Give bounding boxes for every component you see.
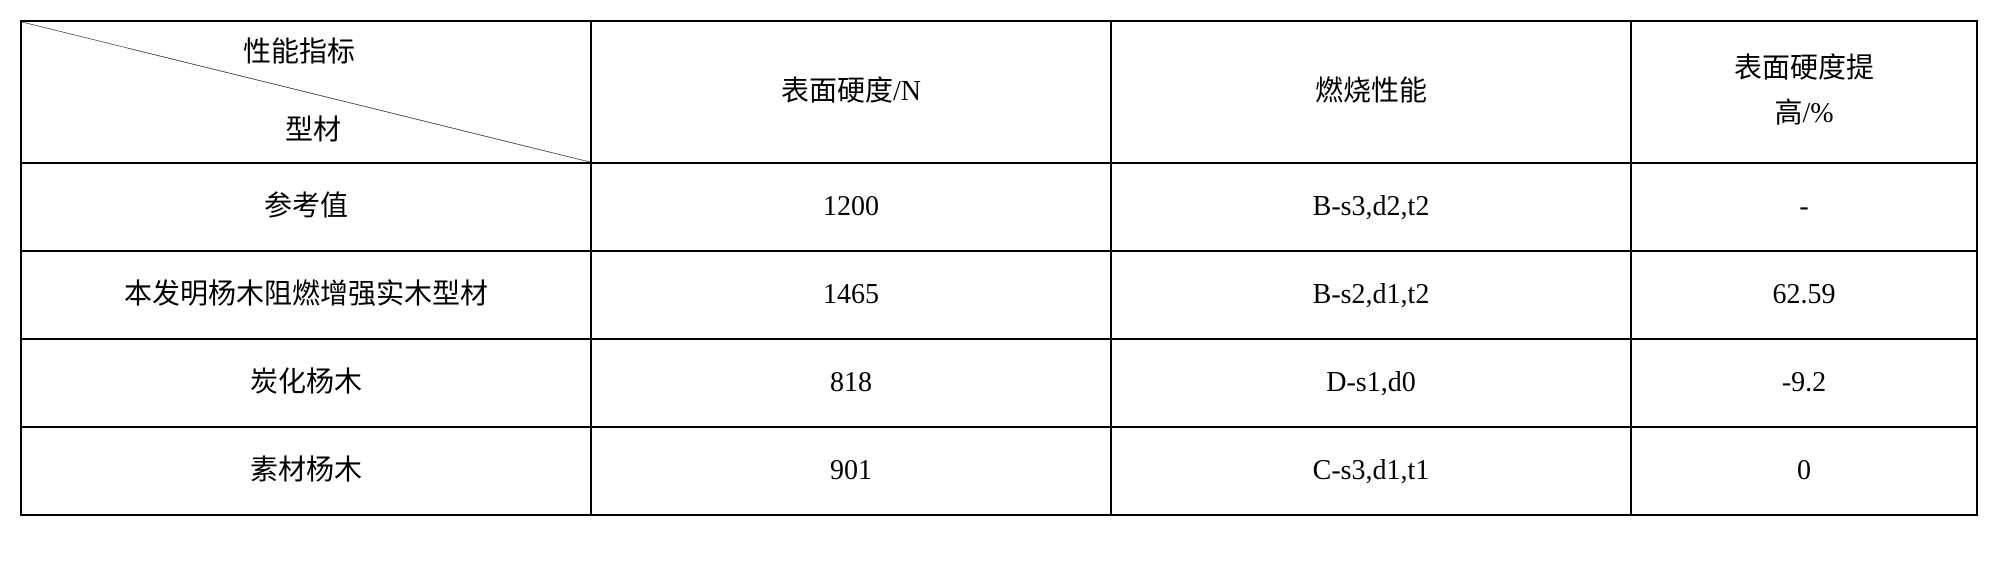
header-burn: 燃烧性能 bbox=[1111, 21, 1631, 163]
cell-burn: B-s3,d2,t2 bbox=[1111, 163, 1631, 251]
cell-burn: B-s2,d1,t2 bbox=[1111, 251, 1631, 339]
table-body: 参考值 1200 B-s3,d2,t2 - 本发明杨木阻燃增强实木型材 1465… bbox=[21, 163, 1977, 515]
cell-name: 素材杨木 bbox=[21, 427, 591, 515]
table-row: 炭化杨木 818 D-s1,d0 -9.2 bbox=[21, 339, 1977, 427]
cell-name: 本发明杨木阻燃增强实木型材 bbox=[21, 251, 591, 339]
header-improve-line2: 高/% bbox=[1640, 92, 1968, 137]
cell-name: 参考值 bbox=[21, 163, 591, 251]
header-diag-bottom: 型材 bbox=[36, 106, 590, 156]
cell-burn: C-s3,d1,t1 bbox=[1111, 427, 1631, 515]
header-diag-top: 性能指标 bbox=[22, 28, 576, 78]
header-diagonal-cell: 性能指标 型材 bbox=[21, 21, 591, 163]
cell-improve: 62.59 bbox=[1631, 251, 1977, 339]
cell-improve: 0 bbox=[1631, 427, 1977, 515]
header-row: 性能指标 型材 表面硬度/N 燃烧性能 表面硬度提 高/% bbox=[21, 21, 1977, 163]
header-hardness: 表面硬度/N bbox=[591, 21, 1111, 163]
table-head: 性能指标 型材 表面硬度/N 燃烧性能 表面硬度提 高/% bbox=[21, 21, 1977, 163]
cell-hardness: 1465 bbox=[591, 251, 1111, 339]
cell-hardness: 1200 bbox=[591, 163, 1111, 251]
table-row: 本发明杨木阻燃增强实木型材 1465 B-s2,d1,t2 62.59 bbox=[21, 251, 1977, 339]
cell-hardness: 901 bbox=[591, 427, 1111, 515]
cell-burn: D-s1,d0 bbox=[1111, 339, 1631, 427]
cell-name: 炭化杨木 bbox=[21, 339, 591, 427]
table-row: 参考值 1200 B-s3,d2,t2 - bbox=[21, 163, 1977, 251]
header-improve: 表面硬度提 高/% bbox=[1631, 21, 1977, 163]
cell-improve: -9.2 bbox=[1631, 339, 1977, 427]
cell-hardness: 818 bbox=[591, 339, 1111, 427]
header-improve-line1: 表面硬度提 bbox=[1640, 47, 1968, 92]
cell-improve: - bbox=[1631, 163, 1977, 251]
data-table: 性能指标 型材 表面硬度/N 燃烧性能 表面硬度提 高/% 参考值 1200 B… bbox=[20, 20, 1978, 516]
data-table-wrap: 性能指标 型材 表面硬度/N 燃烧性能 表面硬度提 高/% 参考值 1200 B… bbox=[20, 20, 1976, 516]
table-row: 素材杨木 901 C-s3,d1,t1 0 bbox=[21, 427, 1977, 515]
